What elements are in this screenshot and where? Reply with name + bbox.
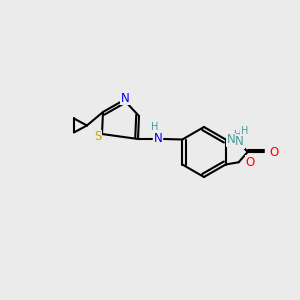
Text: S: S [94, 130, 102, 143]
Text: H: H [151, 122, 159, 132]
Text: H: H [241, 126, 248, 136]
Text: N: N [235, 135, 244, 148]
Text: O: O [246, 156, 255, 169]
Text: N: N [121, 92, 129, 104]
Text: H: H [234, 130, 242, 140]
Text: N: N [154, 133, 162, 146]
Text: N: N [227, 133, 236, 146]
Text: O: O [270, 146, 279, 158]
